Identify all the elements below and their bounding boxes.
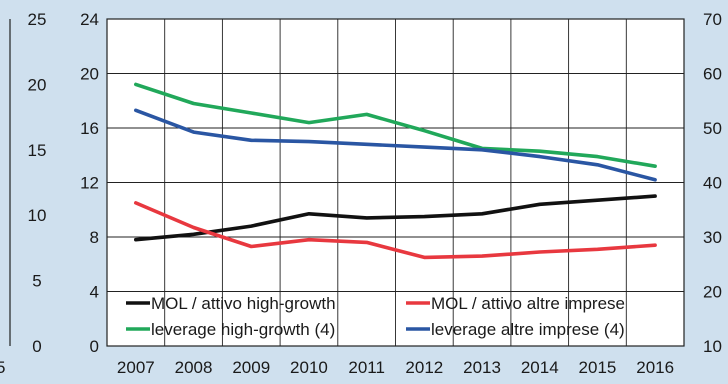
- outer-left-tick-label: 25: [28, 10, 47, 29]
- x-tick-label: 2010: [290, 358, 328, 377]
- legend: MOL / attivo high-growth MOL / attivo alt…: [126, 294, 625, 339]
- right-axis: 10 20 30 40 50 60 70: [703, 10, 722, 356]
- outer-left-tick-label: 0: [32, 337, 41, 356]
- inner-left-tick-label: 8: [90, 228, 99, 247]
- series-lines: [134, 82, 657, 260]
- edge-glyph: 5: [0, 358, 5, 377]
- right-tick-label: 10: [703, 337, 722, 356]
- x-tick-label: 2013: [463, 358, 501, 377]
- x-tick-label: 2012: [405, 358, 443, 377]
- x-tick-label: 2008: [175, 358, 213, 377]
- legend-label: leverage altre imprese (4): [431, 320, 625, 339]
- outer-left-tick-label: 15: [28, 141, 47, 160]
- right-tick-label: 60: [703, 65, 722, 84]
- inner-left-tick-label: 4: [90, 283, 99, 302]
- x-tick-label: 2009: [232, 358, 270, 377]
- x-tick-label: 2015: [579, 358, 617, 377]
- right-tick-label: 20: [703, 283, 722, 302]
- outer-left-tick-label: 10: [28, 206, 47, 225]
- inner-left-tick-label: 16: [80, 119, 99, 138]
- inner-left-tick-label: 12: [80, 174, 99, 193]
- series-line: [134, 82, 657, 168]
- outer-left-tick-label: 20: [28, 75, 47, 94]
- legend-label: MOL / attivo high-growth: [151, 294, 336, 313]
- x-tick-label: 2011: [348, 358, 385, 377]
- outer-left-axis: 0 5 10 15 20 25: [9, 10, 47, 356]
- series-line: [134, 108, 657, 182]
- outer-left-tick-label: 5: [32, 272, 41, 291]
- right-tick-label: 30: [703, 228, 722, 247]
- x-tick-label: 2007: [117, 358, 155, 377]
- inner-left-tick-label: 20: [80, 65, 99, 84]
- x-tick-label: 2014: [521, 358, 559, 377]
- right-tick-label: 50: [703, 119, 722, 138]
- inner-left-tick-label: 0: [90, 337, 99, 356]
- series-line: [134, 194, 657, 242]
- right-tick-label: 40: [703, 174, 722, 193]
- grid: [107, 18, 684, 347]
- inner-left-tick-label: 24: [80, 10, 99, 29]
- x-tick-label: 2016: [636, 358, 674, 377]
- legend-label: MOL / attivo altre imprese: [431, 294, 625, 313]
- legend-label: leverage high-growth (4): [151, 320, 335, 339]
- x-axis: 2007 2008 2009 2010 2011 2012 2013 2014 2015 2016: [117, 358, 674, 377]
- series-line: [134, 201, 657, 260]
- right-tick-label: 70: [703, 10, 722, 29]
- inner-left-axis: 0 4 8 12 16 20 24: [80, 10, 99, 356]
